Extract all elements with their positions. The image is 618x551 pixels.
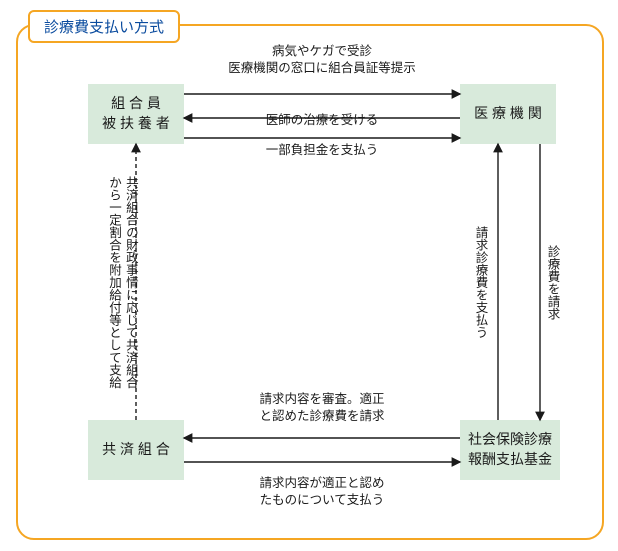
edge-label-e3: 一部負担金を支払う <box>266 142 379 159</box>
edge-label-e5: 請求診療費を支払う <box>472 167 489 397</box>
diagram-canvas: 診療費支払い方式 組 合 員 被 扶 養 者 医 療 機 関 共 済 組 合 社… <box>0 0 618 551</box>
edge-label-e6: 請求内容を審査。適正 と認めた診療費を請求 <box>259 391 384 425</box>
node-hospital: 医 療 機 関 <box>460 84 556 144</box>
diagram-title: 診療費支払い方式 <box>28 10 180 43</box>
edge-label-e7: 請求内容が適正と認め たものについて支払う <box>259 475 384 509</box>
edge-label-e8: 共済組合の財政事情に応じて共済組合 から一定割合を附加給付等として支給 <box>105 167 139 397</box>
edge-label-e1: 病気やケガで受診 医療機関の窓口に組合員証等提示 <box>228 43 416 77</box>
node-fund: 社会保険診療 報酬支払基金 <box>460 420 560 480</box>
edge-label-e4: 診療費を請求 <box>544 167 561 397</box>
edge-label-e2: 医師の治療を受ける <box>266 112 379 129</box>
node-member: 組 合 員 被 扶 養 者 <box>88 84 184 144</box>
node-union: 共 済 組 合 <box>88 420 184 480</box>
